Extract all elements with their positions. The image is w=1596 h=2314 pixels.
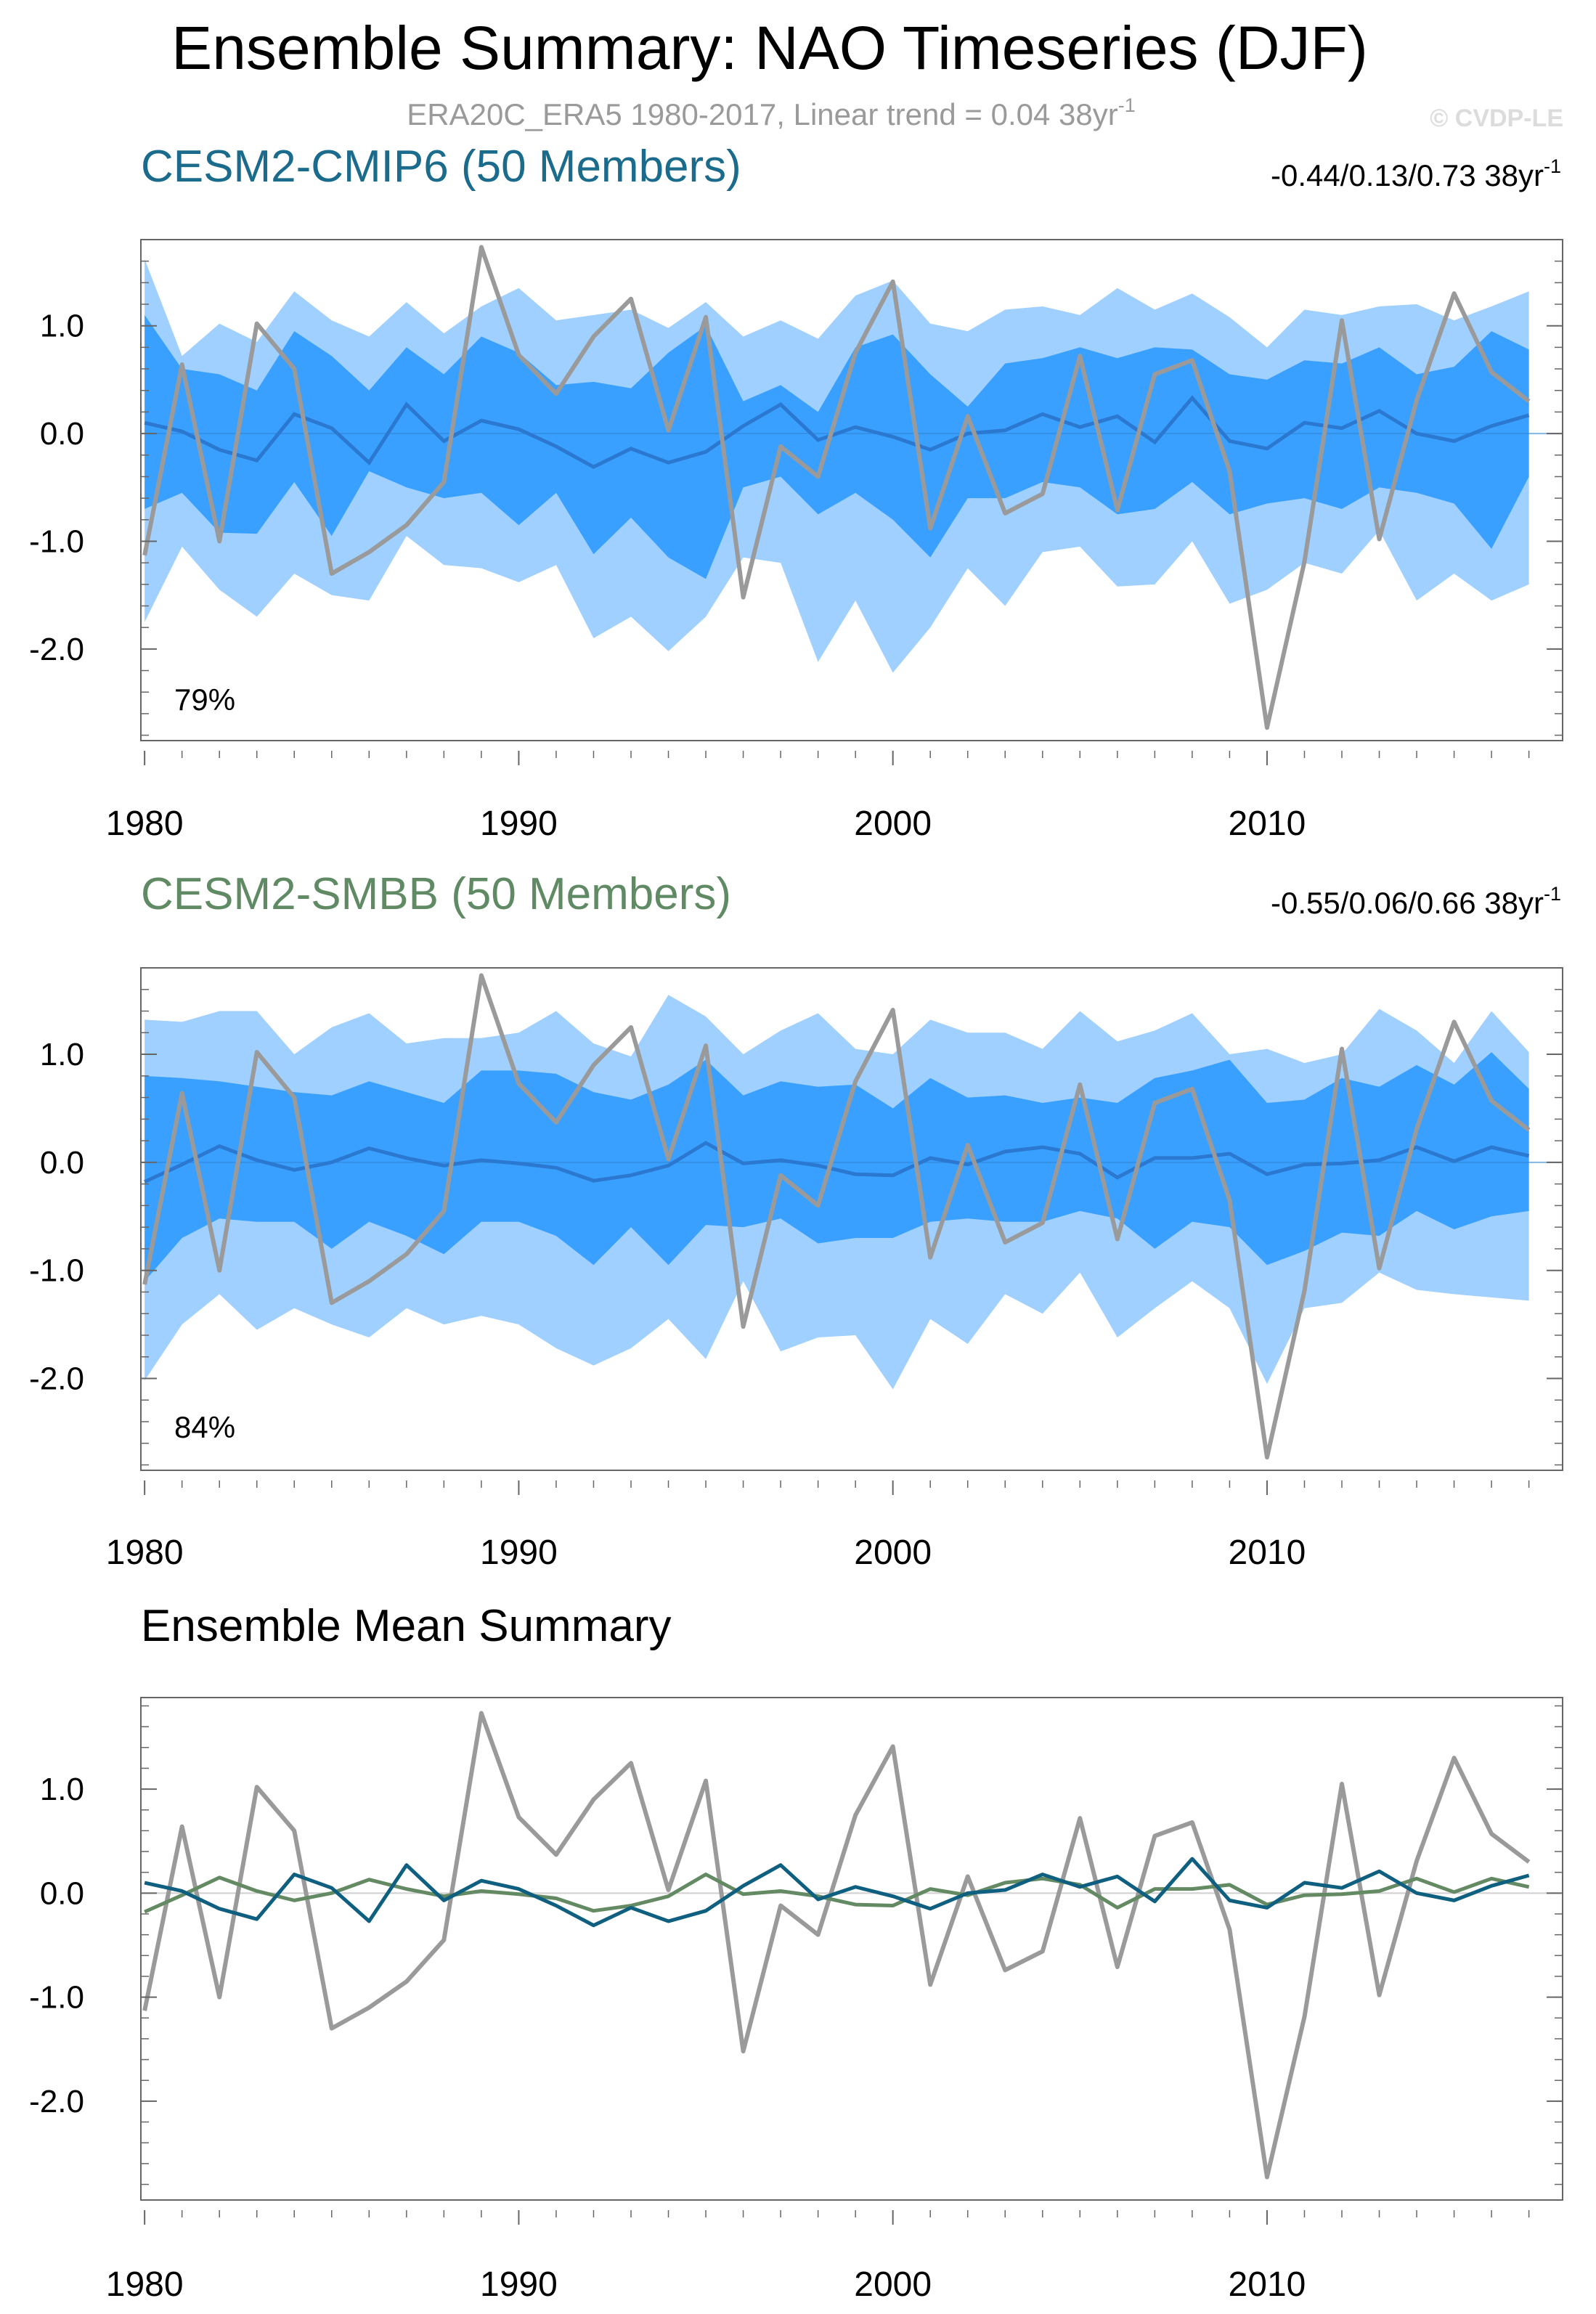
x-tick-label: 2010 xyxy=(1229,804,1306,843)
trend-range-text: -0.44/0.13/0.73 38yr xyxy=(1271,158,1544,192)
panel-title: Ensemble Mean Summary xyxy=(141,1601,672,1651)
subtitle-superscript: -1 xyxy=(1118,94,1136,116)
ensemble-mean-line xyxy=(144,1141,1530,1184)
copyright-label: © CVDP-LE xyxy=(1430,105,1563,132)
plot-frame xyxy=(140,1697,1563,2201)
y-tick-label: 1.0 xyxy=(40,1037,84,1072)
y-tick-label: -2.0 xyxy=(29,632,84,667)
ensemble-16-84-band xyxy=(144,314,1529,579)
ensemble-mean-summary-panel: Ensemble Mean Summary 1.0 0.0 -1.0 -2.0 1980 1… xyxy=(29,1601,1563,2304)
x-tick-label: 2010 xyxy=(1229,2265,1306,2304)
panel-title: CESM2-CMIP6 (50 Members) xyxy=(141,142,741,192)
x-tick-label: 1980 xyxy=(106,804,184,843)
figure-subtitle: ERA20C_ERA5 1980-2017, Linear trend = 0.… xyxy=(407,94,1136,131)
y-tick-label: -1.0 xyxy=(29,1253,84,1289)
y-tick-label: -1.0 xyxy=(29,1980,84,2016)
y-tick-label: -2.0 xyxy=(29,1361,84,1397)
cesm2-cmip6-panel: CESM2-CMIP6 (50 Members) -0.44/0.13/0.73 … xyxy=(29,142,1563,843)
observations-line xyxy=(142,1711,1531,2180)
x-tick-label: 1990 xyxy=(480,2265,558,2304)
percent-annotation: 84% xyxy=(174,1410,235,1444)
trend-range-superscript: -1 xyxy=(1544,155,1561,177)
subtitle-text: ERA20C_ERA5 1980-2017, Linear trend = 0.… xyxy=(407,97,1117,131)
plot-area xyxy=(141,973,1563,1460)
y-tick-label: 0.0 xyxy=(40,416,84,452)
trend-range-label: -0.44/0.13/0.73 38yr-1 xyxy=(1271,155,1561,192)
panel-title: CESM2-SMBB (50 Members) xyxy=(141,869,731,919)
y-tick-label: 1.0 xyxy=(40,1772,84,1807)
x-tick-label: 2000 xyxy=(854,804,932,843)
plot-frame xyxy=(140,967,1563,1471)
y-tick-label: -1.0 xyxy=(29,523,84,559)
trend-range-label: -0.55/0.06/0.66 38yr-1 xyxy=(1271,883,1561,920)
y-tick-label: 1.0 xyxy=(40,309,84,344)
observations-line xyxy=(142,973,1531,1460)
figure-title: Ensemble Summary: NAO Timeseries (DJF) xyxy=(171,14,1368,82)
percent-annotation: 79% xyxy=(174,683,235,717)
trend-range-text: -0.55/0.06/0.66 38yr xyxy=(1271,886,1544,920)
plot-frame xyxy=(140,239,1563,741)
x-tick-label: 1980 xyxy=(106,2265,184,2304)
trend-range-superscript: -1 xyxy=(1544,883,1561,905)
x-tick-label: 2010 xyxy=(1229,1533,1306,1572)
x-tick-label: 2000 xyxy=(854,2265,932,2304)
x-tick-label: 1980 xyxy=(106,1533,184,1572)
ensemble-16-84-band xyxy=(144,1052,1529,1282)
cesm2-smbb-panel: CESM2-SMBB (50 Members) -0.55/0.06/0.66 3… xyxy=(29,869,1563,1572)
cesm2-cmip6-mean-line xyxy=(144,1857,1530,1928)
ensemble-mean-line xyxy=(144,395,1530,469)
y-tick-label: 0.0 xyxy=(40,1875,84,1911)
y-tick-label: -2.0 xyxy=(29,2084,84,2119)
x-tick-label: 1990 xyxy=(480,804,558,843)
x-tick-label: 1990 xyxy=(480,1533,558,1572)
observations-line xyxy=(142,245,1531,730)
y-tick-label: 0.0 xyxy=(40,1145,84,1181)
cesm2-smbb-mean-line xyxy=(144,1873,1530,1914)
plot-area xyxy=(141,1711,1563,2180)
x-tick-label: 2000 xyxy=(854,1533,932,1572)
plot-area xyxy=(141,245,1563,730)
